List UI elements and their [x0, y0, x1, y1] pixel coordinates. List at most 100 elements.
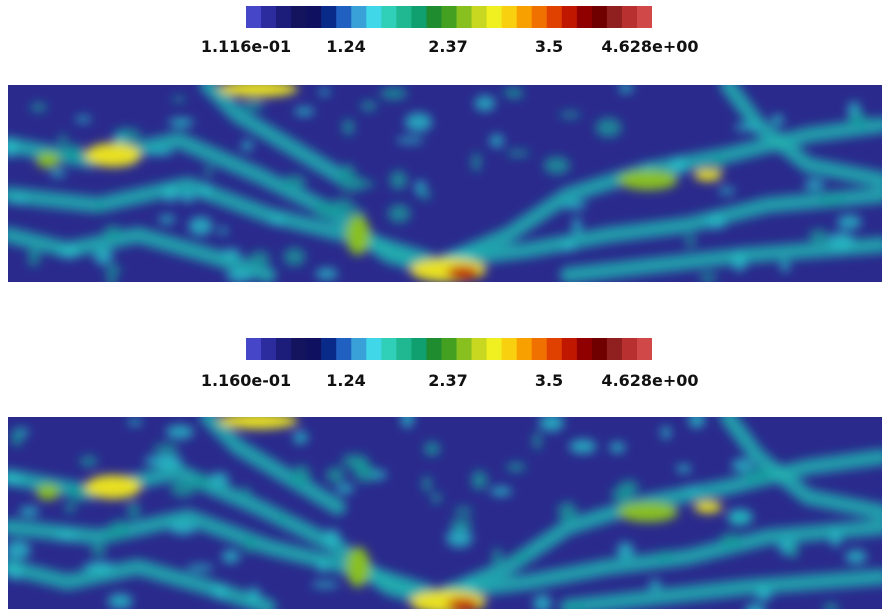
field-blob	[732, 252, 747, 272]
field-blob	[396, 137, 424, 144]
field-blob	[533, 594, 552, 609]
colorbar-swatch	[426, 6, 443, 28]
colorbar-ticks-bottom: 1.160e-01 1.24 2.37 3.5 4.628e+00	[180, 371, 720, 393]
colorbar-swatch	[531, 6, 548, 28]
field-hotspot	[447, 266, 479, 280]
field-blob	[188, 216, 213, 236]
field-blob	[171, 96, 186, 103]
field-filament	[200, 85, 346, 183]
field-blob	[539, 417, 564, 432]
scalar-field-top	[8, 85, 882, 282]
field-blob	[745, 603, 765, 609]
colorbar-swatch	[636, 338, 652, 360]
field-blob	[241, 100, 265, 111]
field-blob	[165, 425, 194, 439]
colorbar-swatch	[246, 338, 262, 360]
field-blob	[817, 194, 842, 206]
field-blob	[201, 182, 211, 199]
field-blob	[617, 542, 634, 559]
field-blob	[669, 156, 687, 175]
field-hotspot	[618, 502, 678, 522]
field-blob	[28, 248, 40, 267]
scalar-field-bottom	[8, 417, 882, 609]
colorbar-ticks-top: 1.116e-01 1.24 2.37 3.5 4.628e+00	[180, 37, 720, 59]
field-blob	[283, 247, 306, 266]
field-blob	[281, 175, 307, 188]
colorbar-swatch	[246, 6, 262, 28]
field-blob	[294, 465, 309, 473]
field-blob	[168, 118, 195, 127]
colorbar-swatch	[411, 6, 428, 28]
field-blob	[55, 531, 77, 541]
colorbar-swatch	[291, 338, 307, 360]
field-blob	[492, 548, 502, 566]
field-blob	[422, 475, 432, 492]
field-blob	[342, 119, 355, 136]
field-structures	[8, 85, 882, 282]
field-blob	[431, 492, 442, 504]
field-blob	[489, 134, 504, 148]
field-blob	[8, 563, 23, 580]
field-blob	[837, 193, 846, 201]
field-blob	[170, 480, 196, 497]
field-blob	[446, 528, 473, 548]
field-blob	[474, 95, 496, 111]
field-blob	[50, 168, 66, 178]
colorbar-swatch	[336, 338, 352, 360]
field-blob	[315, 268, 338, 280]
field-blob	[103, 225, 123, 239]
field-blob	[158, 215, 176, 224]
colorbar-swatch	[306, 338, 322, 360]
tick-label: 3.5	[534, 371, 564, 390]
field-blob	[145, 148, 174, 156]
field-blob	[221, 248, 241, 260]
field-blob	[718, 187, 735, 195]
field-hotspot	[694, 501, 722, 513]
field-blob	[661, 426, 671, 440]
colorbar-swatch	[351, 338, 367, 360]
field-blob	[845, 549, 867, 564]
field-blob	[226, 270, 253, 282]
colorbar-swatch	[621, 6, 638, 28]
field-blob	[169, 520, 197, 535]
field-blob	[213, 584, 227, 599]
field-blob	[808, 229, 829, 243]
colorbar-swatch	[411, 338, 428, 360]
field-blob	[387, 204, 411, 223]
field-blob	[127, 418, 143, 426]
colorbar-swatch	[501, 338, 518, 360]
field-filament	[200, 417, 346, 515]
colorbar-swatch	[636, 6, 652, 28]
field-blob	[294, 107, 315, 116]
field-blob	[12, 194, 27, 205]
field-blob	[64, 502, 76, 513]
field-filament	[720, 417, 882, 520]
field-blob	[221, 550, 240, 563]
field-blob	[569, 439, 597, 454]
field-blob	[248, 586, 260, 604]
field-hotspot	[618, 170, 678, 190]
field-blob	[788, 544, 799, 559]
field-blob	[566, 603, 586, 609]
field-filament	[8, 559, 276, 609]
field-blob	[561, 200, 587, 210]
colorbar-swatch	[576, 6, 593, 28]
field-blob	[685, 235, 696, 248]
field-blob	[67, 484, 89, 502]
field-blob	[8, 474, 24, 485]
field-blob	[241, 140, 253, 151]
colorbar-swatch	[366, 338, 382, 360]
field-blob	[58, 134, 68, 146]
colorbar-swatch	[471, 6, 488, 28]
colorbar-swatch	[441, 338, 458, 360]
field-blob	[193, 473, 209, 491]
field-filament	[560, 237, 882, 282]
colorbar-swatch	[261, 6, 277, 28]
field-blob	[849, 112, 868, 127]
field-blob	[471, 152, 481, 172]
field-hotspot	[346, 547, 370, 587]
field-blob	[59, 246, 80, 259]
field-blob	[380, 87, 408, 100]
colorbar-swatch	[486, 6, 503, 28]
field-filament	[8, 227, 276, 282]
